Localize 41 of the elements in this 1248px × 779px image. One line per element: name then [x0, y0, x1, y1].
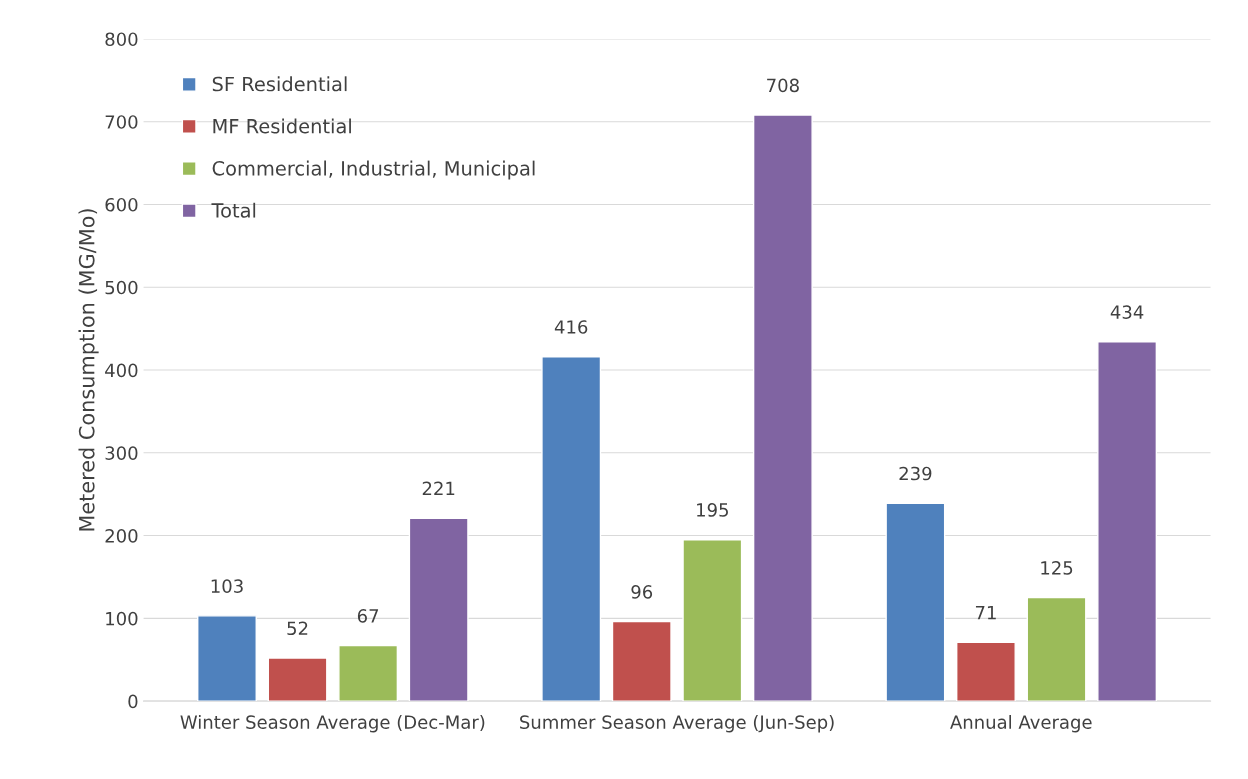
bar — [267, 657, 328, 702]
data-label: 96 — [631, 585, 653, 599]
y-tick-label: 800 — [105, 32, 138, 47]
y-tick-label: 500 — [105, 280, 138, 295]
y-tick-label: 700 — [105, 115, 138, 129]
data-label: 416 — [554, 320, 588, 334]
data-label: 103 — [211, 579, 243, 593]
legend-label: SF Residential — [212, 76, 347, 92]
bar — [541, 356, 602, 702]
data-label: 125 — [1041, 561, 1073, 575]
bar — [197, 615, 257, 702]
bar — [885, 502, 946, 702]
legend-label: Total — [211, 202, 256, 218]
data-label: 239 — [899, 466, 932, 481]
y-tick-label: 300 — [105, 446, 138, 460]
y-tick-label: 600 — [105, 197, 138, 212]
data-label: 221 — [422, 481, 455, 495]
y-tick-label: 100 — [106, 611, 138, 626]
data-label: 708 — [767, 78, 799, 93]
bar — [682, 539, 743, 702]
bar — [338, 644, 399, 702]
bar — [1097, 341, 1158, 702]
legend-label: Commercial, Industrial, Municipal — [212, 160, 535, 180]
y-tick-label: 0 — [128, 694, 138, 709]
data-label: 434 — [1110, 305, 1144, 319]
bar — [752, 114, 813, 702]
y-tick-label: 400 — [105, 363, 138, 378]
x-tick-label: Summer Season Average (Jun-Sep) — [520, 715, 834, 733]
y-tick-label: 200 — [105, 529, 138, 543]
bar — [956, 641, 1016, 702]
legend-label: MF Residential — [213, 118, 351, 134]
data-label: 195 — [697, 503, 728, 517]
x-tick-label: Winter Season Average (Dec-Mar) — [180, 714, 485, 733]
y-axis-title: Metered Consumption (MG/Mo) — [78, 209, 99, 531]
data-label: 52 — [287, 621, 308, 636]
data-label: 71 — [975, 605, 996, 620]
x-tick-label: Annual Average — [950, 714, 1092, 733]
bar — [408, 517, 469, 702]
data-label: 67 — [357, 609, 379, 623]
bar — [611, 620, 672, 702]
bar — [1026, 596, 1087, 702]
